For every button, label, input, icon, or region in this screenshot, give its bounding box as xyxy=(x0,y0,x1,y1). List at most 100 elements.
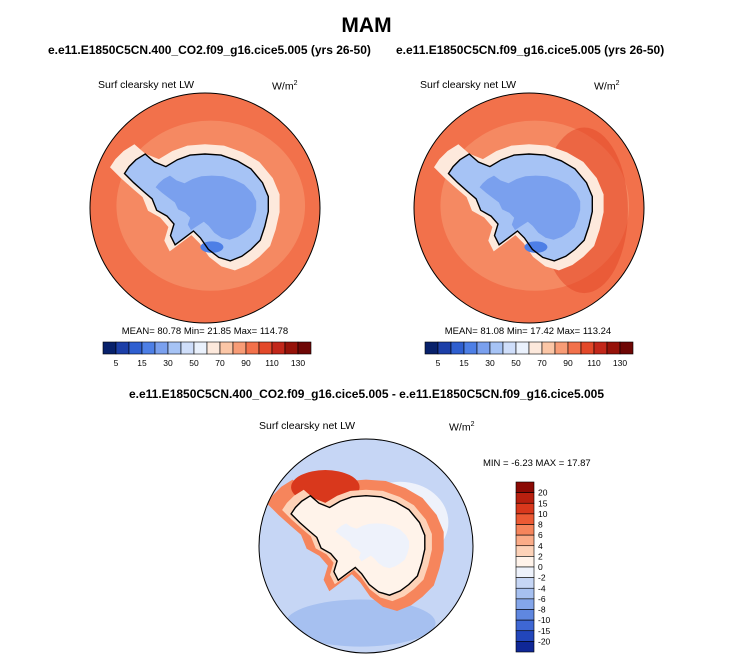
colorbar-tick-label: -2 xyxy=(538,573,546,583)
panel-2-stats: MEAN= 81.08 Min= 17.42 Max= 113.24 xyxy=(444,326,612,337)
colorbar-box xyxy=(515,492,535,504)
colorbar-box xyxy=(515,513,535,525)
colorbar-box xyxy=(515,534,535,547)
colorbar-box xyxy=(515,630,535,642)
colorbar-tick-label: 70 xyxy=(537,358,547,368)
colorbar-box xyxy=(167,341,182,355)
ross-shelf-minimum xyxy=(524,241,548,253)
colorbar-tick-label: -15 xyxy=(538,626,551,636)
colorbar-box xyxy=(619,341,634,355)
plateau-field xyxy=(479,175,581,240)
panel-2-units: W/m2 xyxy=(594,80,620,93)
plateau-field xyxy=(155,175,257,240)
colorbar-tick-label: 5 xyxy=(114,358,119,368)
panel-3-units: W/m2 xyxy=(449,421,475,434)
colorbar-tick-label: 30 xyxy=(163,358,173,368)
colorbar-tick-label: 50 xyxy=(189,358,199,368)
panel-2-variable: Surf clearsky net LW xyxy=(420,79,517,91)
colorbar-box xyxy=(476,341,491,355)
field-layer xyxy=(259,439,473,653)
colorbar-box xyxy=(541,341,556,355)
colorbar-box xyxy=(515,641,535,653)
colorbar-box xyxy=(463,341,478,355)
colorbar-box xyxy=(515,577,535,589)
colorbar-tick-label: 110 xyxy=(265,358,279,368)
colorbar-box xyxy=(245,341,260,355)
colorbar-box xyxy=(297,341,312,355)
field-layer xyxy=(414,93,644,323)
colorbar-box xyxy=(219,341,234,355)
colorbar-box xyxy=(554,341,569,355)
colorbar-box xyxy=(437,341,452,355)
colorbar-tick-label: 70 xyxy=(215,358,225,368)
panel-2-map xyxy=(413,92,645,324)
colorbar-tick-label: -20 xyxy=(538,636,551,646)
colorbar-box xyxy=(193,341,208,355)
colorbar-tick-label: -4 xyxy=(538,583,546,593)
colorbar-tick-label: 10 xyxy=(538,509,548,519)
colorbar-box xyxy=(515,481,535,493)
colorbar-tick-label: 90 xyxy=(563,358,573,368)
colorbar-tick-label: 110 xyxy=(587,358,601,368)
panel-3-stats: MIN = -6.23 MAX = 17.87 xyxy=(483,458,591,469)
colorbar-box xyxy=(515,556,535,568)
colorbar-tick-label: 20 xyxy=(538,488,548,498)
colorbar-box xyxy=(593,341,608,355)
figure-title: MAM xyxy=(341,14,392,37)
colorbar-box xyxy=(515,566,535,578)
panel-1-title: e.e11.E1850C5CN.400_CO2.f09_g16.cice5.00… xyxy=(48,43,371,57)
colorbar-box xyxy=(232,341,247,355)
colorbar-tick-label: 0 xyxy=(538,562,543,572)
coastline xyxy=(290,494,426,596)
colorbar-tick-label: 15 xyxy=(459,358,469,368)
map-boundary xyxy=(413,92,645,324)
colorbar-tick-label: 4 xyxy=(538,541,543,551)
panel-1-colorbar: 5 15 30 50 70 90 110 130 xyxy=(102,341,312,368)
plateau-change xyxy=(335,523,410,569)
colorbar-box xyxy=(424,341,439,355)
colorbar-tick-label: 130 xyxy=(291,358,305,368)
panel-1-units: W/m2 xyxy=(272,80,298,93)
colorbar-box xyxy=(102,341,117,355)
colorbar-tick-label: 15 xyxy=(137,358,147,368)
colorbar-box xyxy=(180,341,195,355)
colorbar-tick-label: 30 xyxy=(485,358,495,368)
coastline xyxy=(447,153,593,262)
colorbar-box xyxy=(580,341,595,355)
colorbar-box xyxy=(502,341,517,355)
colorbar-box xyxy=(515,545,535,557)
colorbar-box xyxy=(528,341,543,355)
colorbar-box xyxy=(515,587,535,600)
coastline xyxy=(123,153,269,262)
colorbar-box xyxy=(515,502,535,515)
panel-1-variable: Surf clearsky net LW xyxy=(98,79,195,91)
panel-1-map xyxy=(89,92,321,324)
panel-2-title: e.e11.E1850C5CN.f09_g16.cice5.005 (yrs 2… xyxy=(396,43,665,57)
panel-3-map xyxy=(258,438,474,654)
colorbar-box xyxy=(271,341,286,355)
field-layer xyxy=(90,93,320,323)
colorbar-box xyxy=(515,619,535,632)
colorbar-box xyxy=(115,341,130,355)
colorbar-tick-label: 90 xyxy=(241,358,251,368)
colorbar-box xyxy=(515,524,535,536)
colorbar-tick-label: 50 xyxy=(511,358,521,368)
colorbar-box xyxy=(206,341,221,355)
colorbar-box xyxy=(141,341,156,355)
colorbar-box xyxy=(154,341,169,355)
colorbar-tick-label: 5 xyxy=(436,358,441,368)
colorbar-box xyxy=(258,341,273,355)
colorbar-box xyxy=(450,341,465,355)
ross-shelf-minimum xyxy=(200,241,224,253)
colorbar-tick-label: 6 xyxy=(538,530,543,540)
colorbar-box xyxy=(515,598,535,610)
colorbar-box xyxy=(567,341,582,355)
colorbar-box xyxy=(515,341,530,355)
colorbar-box xyxy=(128,341,143,355)
colorbar-tick-label: -8 xyxy=(538,605,546,615)
cooling-zone xyxy=(285,599,436,647)
colorbar-tick-label: 130 xyxy=(613,358,627,368)
colorbar-tick-label: 2 xyxy=(538,551,543,561)
panel-2-colorbar: 5 15 30 50 70 90 110 130 xyxy=(424,341,634,368)
